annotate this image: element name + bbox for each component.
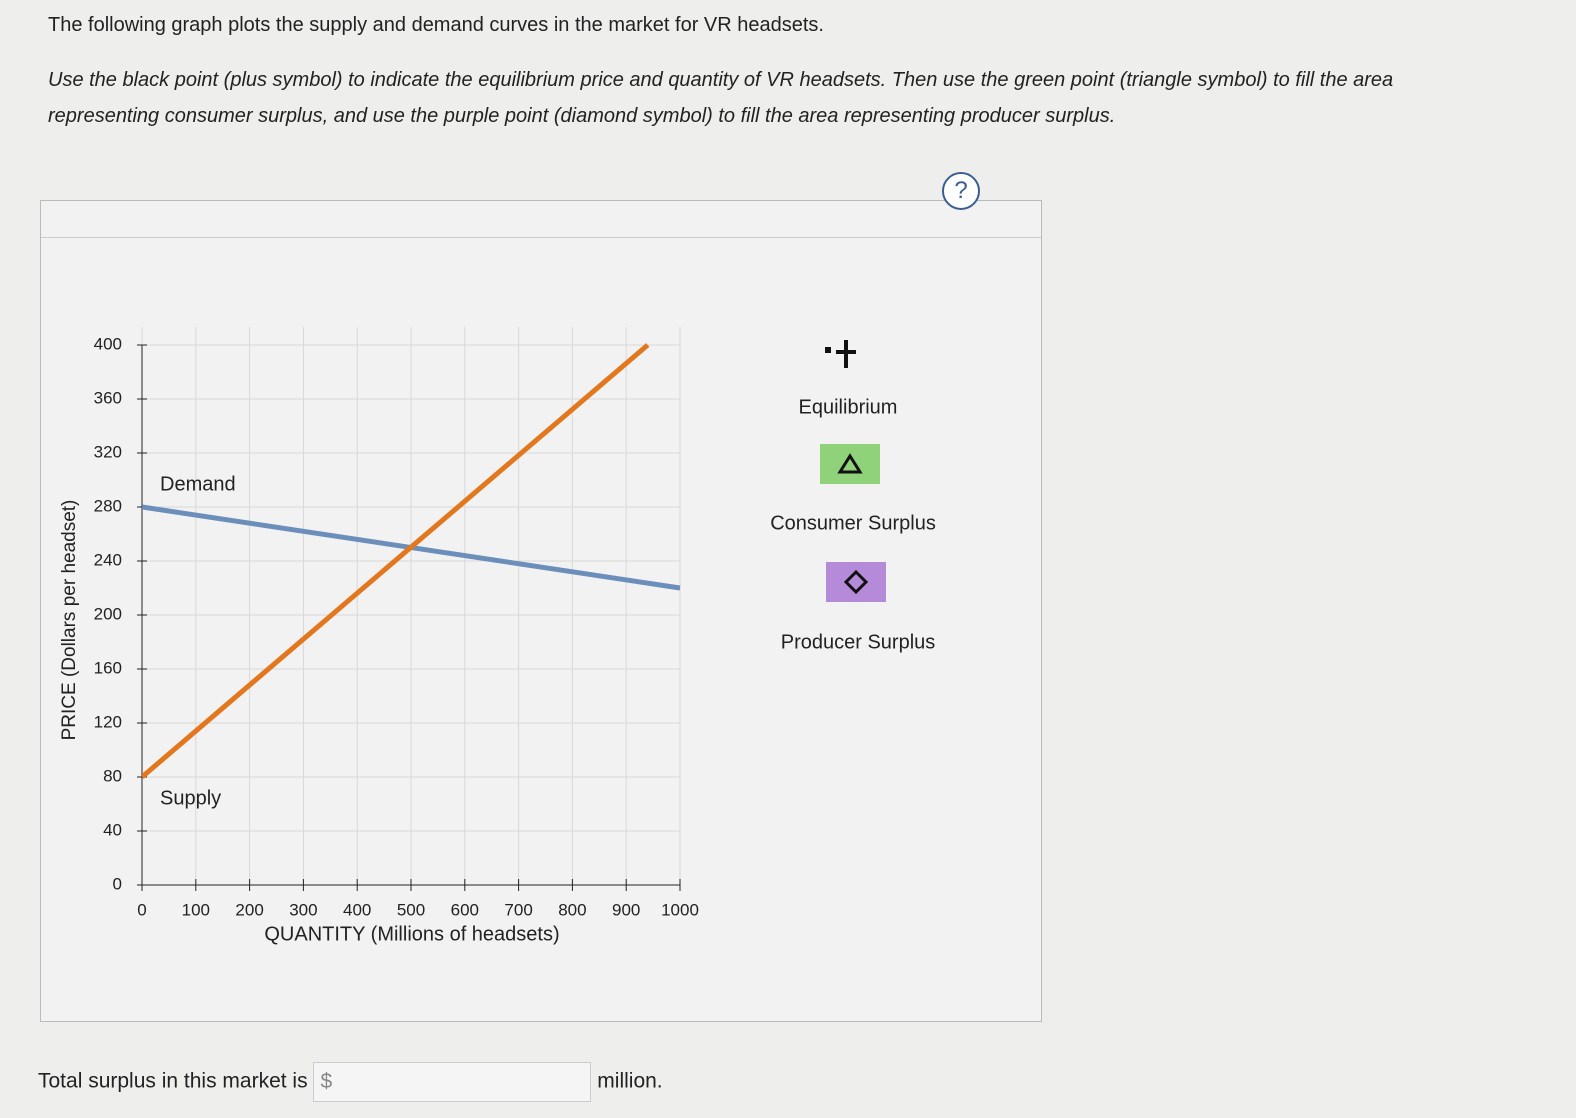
x-tick-label: 700	[504, 900, 532, 919]
x-tick-label: 100	[182, 900, 210, 919]
help-button[interactable]: ?	[942, 172, 980, 210]
tool-label: Consumer Surplus	[770, 512, 936, 534]
curve-label: Demand	[160, 473, 236, 495]
y-tick-label: 400	[94, 334, 122, 353]
y-tick-label: 280	[94, 496, 122, 515]
x-tick-label: 500	[397, 900, 425, 919]
y-tick-label: 80	[103, 766, 122, 785]
answer-input[interactable]: $	[313, 1062, 592, 1102]
intro: The following graph plots the supply and…	[48, 14, 824, 36]
y-tick-label: 200	[94, 604, 122, 623]
tool-icon	[820, 444, 880, 484]
x-tick-label: 900	[612, 900, 640, 919]
instructions: Use the black point (plus symbol) to ind…	[48, 69, 1394, 127]
x-tick-label: 400	[343, 900, 371, 919]
y-tick-label: 240	[94, 550, 122, 569]
curve-label: Supply	[160, 787, 221, 809]
tool-icon	[836, 340, 856, 368]
x-tick-label: 600	[451, 900, 479, 919]
y-tick-label: 360	[94, 388, 122, 407]
tool-label: Equilibrium	[799, 396, 898, 418]
panel-header	[41, 201, 1041, 238]
tool-equilibrium[interactable]: Equilibrium	[799, 340, 898, 418]
answer-unit: million.	[597, 1069, 663, 1093]
tool-icon	[825, 347, 831, 353]
tool-icon	[843, 569, 869, 595]
supply-demand-line	[142, 343, 650, 779]
tool-consumer-surplus[interactable]: Consumer Surplus	[770, 444, 936, 534]
x-tick-label: 200	[235, 900, 263, 919]
y-tick-label: 160	[94, 658, 122, 677]
x-tick-label: 1000	[661, 900, 699, 919]
y-tick-label: 320	[94, 442, 122, 461]
currency: $	[320, 1070, 333, 1093]
y-tick-label: 0	[113, 874, 122, 893]
x-axis-title: QUANTITY (Millions of headsets)	[264, 923, 559, 945]
x-tick-label: 300	[289, 900, 317, 919]
chart: QUANTITY (Millions of headsets) PRICE (D…	[59, 327, 936, 945]
y-tick-label: 40	[103, 820, 122, 839]
x-tick-label: 800	[558, 900, 586, 919]
tool-producer-surplus[interactable]: Producer Surplus	[781, 562, 936, 653]
y-tick-label: 120	[94, 712, 122, 731]
tool-icon	[826, 562, 886, 602]
y-axis-title: PRICE (Dollars per headset)	[59, 500, 80, 741]
tool-label: Producer Surplus	[781, 631, 936, 653]
answer-row: Total surplus in this market is $ millio…	[38, 1062, 663, 1102]
tool-icon	[837, 453, 863, 474]
answer-prompt: Total surplus in this market is	[38, 1069, 308, 1093]
x-tick-label: 0	[137, 900, 146, 919]
